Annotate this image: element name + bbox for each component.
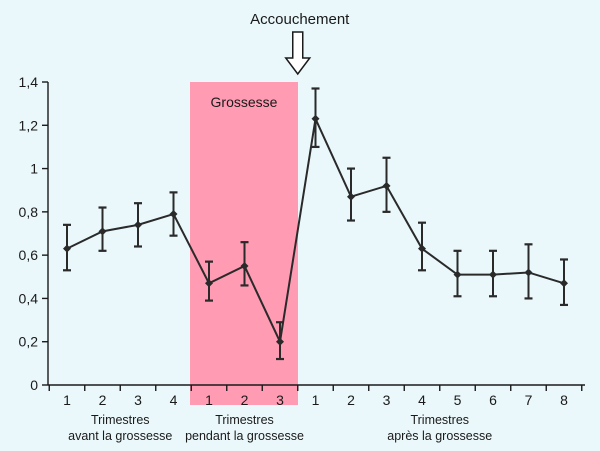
y-tick-label: 0,6 xyxy=(19,247,39,263)
down-arrow-icon xyxy=(284,31,312,76)
x-tick-label: 6 xyxy=(489,392,497,408)
data-point xyxy=(240,261,249,270)
x-tick-label: 8 xyxy=(560,392,568,408)
axes xyxy=(47,82,585,386)
x-tick-label: 7 xyxy=(525,392,533,408)
x-tick-label: 2 xyxy=(99,392,107,408)
y-ticks: 0 0,2 0,4 0,6 0,8 1 1,2 1,4 xyxy=(19,74,48,393)
x-tick-label: 4 xyxy=(170,392,178,408)
data-point xyxy=(63,244,71,253)
y-tick-label: 0,2 xyxy=(19,334,39,350)
data-point xyxy=(489,270,497,279)
group-label-line1: Trimestres xyxy=(410,413,469,427)
x-tick-label: 2 xyxy=(241,392,249,408)
y-tick-label: 0 xyxy=(30,377,38,393)
x-tick-label: 4 xyxy=(418,392,426,408)
band-label: Grossesse xyxy=(211,94,278,110)
delivery-annotation: Accouchement xyxy=(250,11,350,76)
annotation-label: Accouchement xyxy=(250,11,350,28)
data-point xyxy=(276,337,284,346)
data-point xyxy=(453,270,462,279)
x-tick-label: 5 xyxy=(454,392,462,408)
y-tick-label: 0,4 xyxy=(19,290,39,306)
x-tick-label: 1 xyxy=(63,392,71,408)
x-tick-label: 1 xyxy=(205,392,213,408)
data-point xyxy=(418,244,426,253)
data-point xyxy=(134,220,142,229)
group-label-line1: Trimestres xyxy=(215,413,274,427)
y-tick-label: 1,2 xyxy=(19,117,39,133)
data-point xyxy=(382,181,391,190)
group-label-line2: avant la grossesse xyxy=(68,429,172,443)
data-point xyxy=(98,227,107,236)
data-points xyxy=(63,114,568,346)
x-tick-label: 2 xyxy=(347,392,355,408)
data-point xyxy=(311,114,320,123)
data-point xyxy=(205,279,213,288)
x-tick-label: 3 xyxy=(134,392,142,408)
data-point xyxy=(524,268,533,277)
x-ticks: 1 2 3 4 1 2 3 1 2 3 4 5 6 7 8 xyxy=(48,385,583,408)
x-tick-label: 1 xyxy=(312,392,320,408)
group-label-line2: après la grossesse xyxy=(387,429,492,443)
y-tick-label: 1 xyxy=(30,161,38,177)
data-point xyxy=(347,192,355,201)
group-label-line2: pendant la grossesse xyxy=(185,429,304,443)
data-point xyxy=(560,279,568,288)
group-label-line1: Trimestres xyxy=(91,413,150,427)
group-labels: Trimestres avant la grossesse Trimestres pe… xyxy=(68,413,492,443)
series-line xyxy=(66,115,565,346)
x-tick-label: 3 xyxy=(276,392,284,408)
y-tick-label: 1,4 xyxy=(19,74,39,90)
y-tick-label: 0,8 xyxy=(19,204,39,220)
x-tick-label: 3 xyxy=(383,392,391,408)
data-point xyxy=(169,210,178,219)
